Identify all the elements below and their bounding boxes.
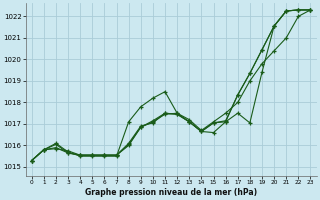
- X-axis label: Graphe pression niveau de la mer (hPa): Graphe pression niveau de la mer (hPa): [85, 188, 257, 197]
